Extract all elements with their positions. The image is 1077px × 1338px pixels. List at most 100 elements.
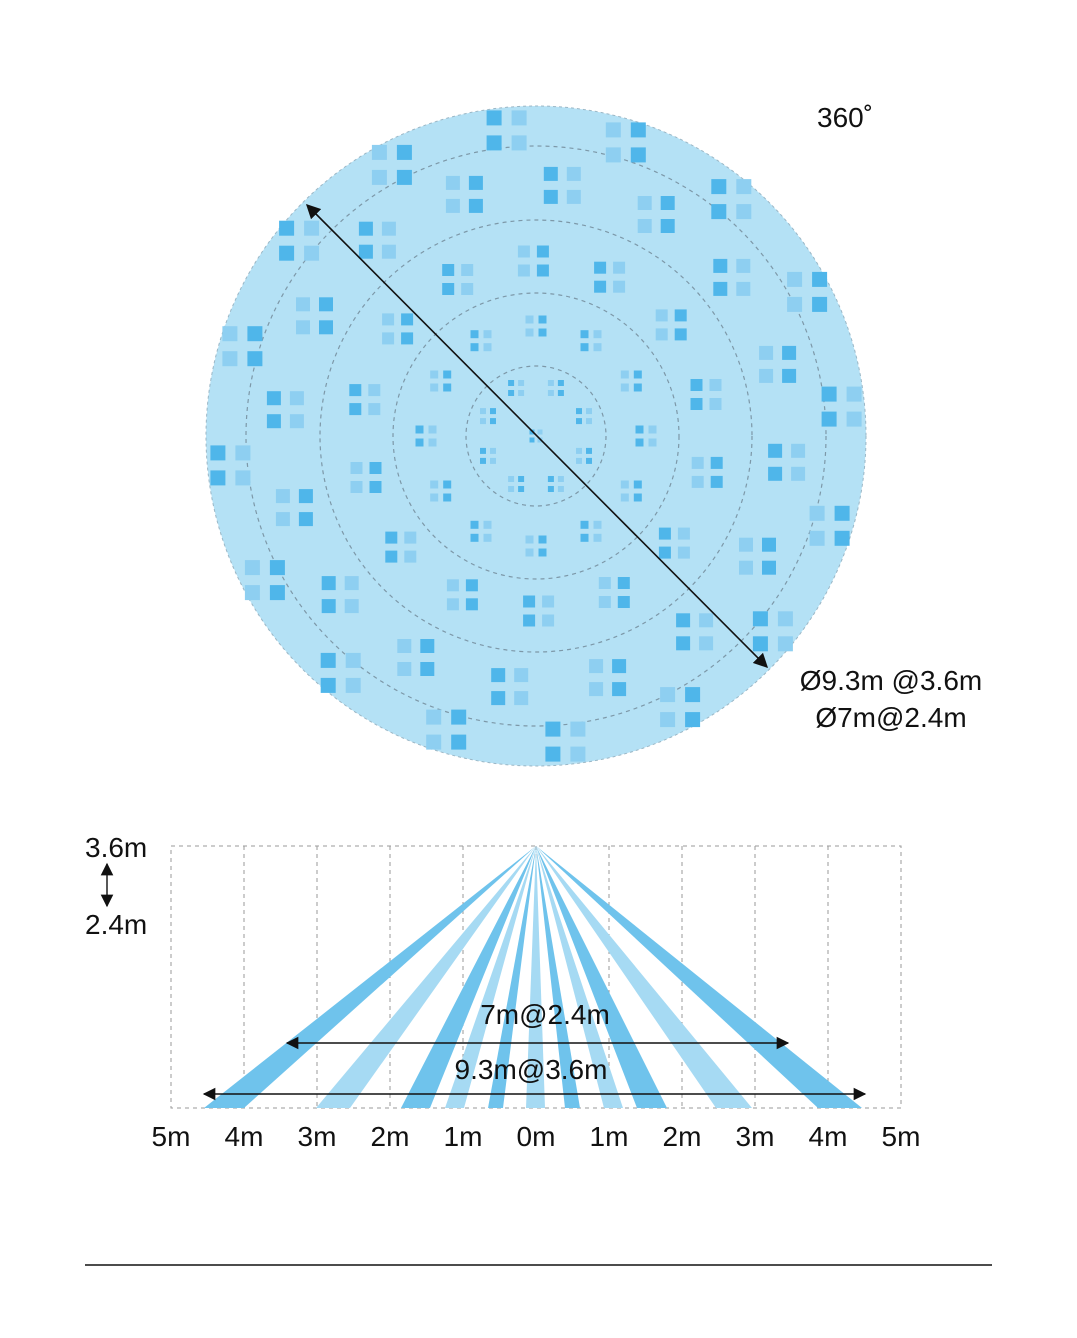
detector-square <box>480 447 486 454</box>
detector-square <box>289 391 304 406</box>
detector-square <box>736 204 752 220</box>
detector-square <box>349 403 362 416</box>
detector-square <box>576 447 582 454</box>
detector-square <box>655 309 668 322</box>
detector-square <box>557 476 564 482</box>
detector-square <box>508 476 515 482</box>
detector-square <box>235 470 251 486</box>
detector-square <box>443 480 452 489</box>
detector-square <box>396 169 412 185</box>
detector-square <box>677 527 690 540</box>
detector-square <box>446 579 459 592</box>
angle-label: 360˚ <box>817 102 873 133</box>
detector-square <box>787 296 803 312</box>
diameter-label-2: Ø7m@2.4m <box>815 702 966 733</box>
detector-square <box>612 659 627 674</box>
detector-square <box>589 682 604 697</box>
detector-square <box>759 345 774 360</box>
detector-square <box>736 258 751 273</box>
detector-square <box>266 391 281 406</box>
detector-square <box>461 264 474 276</box>
detector-square <box>465 598 478 611</box>
detector-square <box>570 746 586 762</box>
detector-square <box>759 368 774 383</box>
detector-square <box>633 383 642 392</box>
detector-square <box>580 343 589 352</box>
detector-square <box>542 614 555 627</box>
axis-label: 0m <box>517 1121 556 1152</box>
detector-square <box>490 408 496 415</box>
detector-square <box>415 425 424 434</box>
detector-square <box>586 447 592 454</box>
detector-square <box>648 425 657 434</box>
detector-square <box>538 328 547 337</box>
detector-square <box>768 466 783 481</box>
detector-square <box>525 548 534 557</box>
detector-square <box>480 457 486 464</box>
detector-square <box>511 110 527 126</box>
detector-square <box>381 244 396 259</box>
diameter-arrow <box>305 203 769 669</box>
detector-square <box>486 135 502 151</box>
detector-square <box>523 614 536 627</box>
detector-square <box>612 682 627 697</box>
detector-square <box>736 179 752 195</box>
detector-square <box>321 576 336 591</box>
detector-square <box>545 721 561 737</box>
detector-square <box>279 220 295 236</box>
detector-square <box>782 368 797 383</box>
detector-square <box>691 456 704 469</box>
detector-square <box>430 493 439 502</box>
detector-square <box>298 489 313 504</box>
detector-square <box>461 283 474 295</box>
detector-square <box>699 613 714 628</box>
detector-square <box>576 457 582 464</box>
axis-label: 5m <box>882 1121 921 1152</box>
detector-square <box>511 135 527 151</box>
detector-square <box>762 560 776 575</box>
detector-square <box>711 204 727 220</box>
detector-square <box>483 520 492 529</box>
detector-square <box>275 512 290 527</box>
detector-square <box>345 677 361 693</box>
detector-square <box>404 531 417 544</box>
detector-square <box>709 379 722 391</box>
detector-square <box>404 550 417 563</box>
detector-square <box>580 533 589 542</box>
detector-square <box>576 408 582 415</box>
detector-square <box>589 659 604 674</box>
detector-square <box>655 328 668 341</box>
detector-square <box>586 418 592 425</box>
side-view-diagram: 7m@2.4m 9.3m@3.6m 3.6m 2.4m 5m 4m 3m 2m … <box>85 832 920 1152</box>
detector-square <box>547 380 554 386</box>
detector-square <box>777 611 793 627</box>
detector-square <box>518 390 525 396</box>
detector-square <box>470 533 479 542</box>
detector-square <box>514 668 529 683</box>
detector-square <box>350 462 363 474</box>
detector-square <box>620 370 629 379</box>
detector-square <box>791 443 806 458</box>
detector-square <box>210 470 226 486</box>
detector-square <box>321 599 336 614</box>
axis-label: 4m <box>225 1121 264 1152</box>
detector-square <box>658 527 671 540</box>
detector-square <box>812 271 828 287</box>
detector-square <box>752 636 768 652</box>
detector-square <box>508 380 515 386</box>
detector-square <box>382 332 395 345</box>
detector-square <box>635 438 644 447</box>
span-label-small: 7m@2.4m <box>480 999 610 1030</box>
detector-square <box>598 596 611 608</box>
detector-square <box>791 466 806 481</box>
detector-square <box>358 221 373 236</box>
detector-square <box>518 486 525 492</box>
detector-square <box>483 533 492 542</box>
detector-square <box>344 576 359 591</box>
detector-square <box>542 595 555 608</box>
detector-square <box>660 196 675 210</box>
detector-square <box>490 457 496 464</box>
detector-square <box>368 384 381 397</box>
detector-square <box>443 370 452 379</box>
detector-square <box>426 734 442 750</box>
